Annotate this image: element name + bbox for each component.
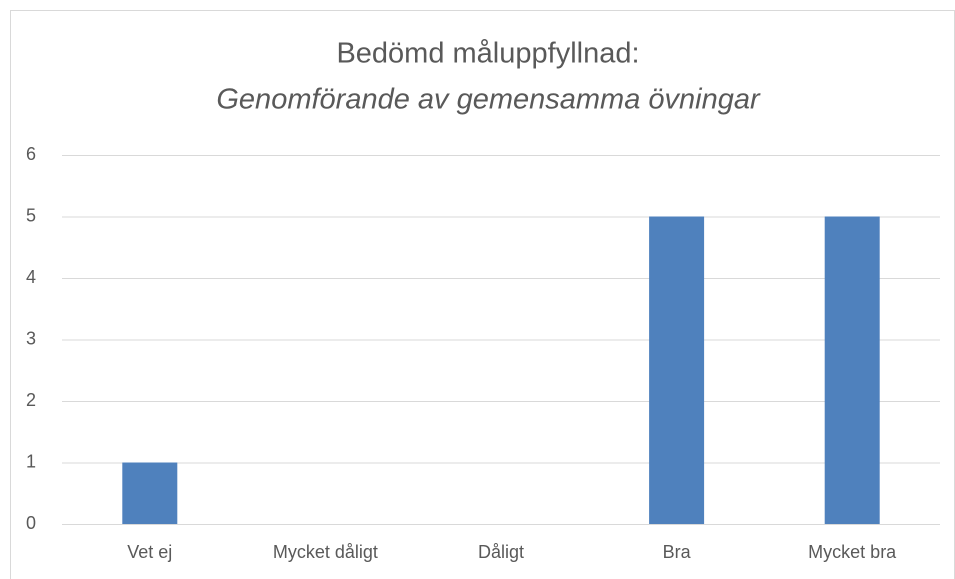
bar	[824, 216, 880, 524]
x-tick-label: Dåligt	[478, 542, 524, 562]
chart-subtitle: Genomförande av gemensamma övningar	[216, 84, 761, 116]
y-tick-label: 4	[26, 267, 36, 287]
y-tick-label: 5	[26, 205, 36, 225]
y-tick-label: 3	[26, 328, 36, 348]
y-tick-label: 6	[26, 144, 36, 164]
y-tick-label: 1	[26, 451, 36, 471]
x-tick-label: Mycket bra	[808, 542, 897, 562]
x-tick-label: Bra	[663, 542, 692, 562]
chart-title: Bedömd måluppfyllnad:	[336, 38, 639, 70]
x-tick-label: Mycket dåligt	[273, 542, 378, 562]
x-tick-label: Vet ej	[127, 542, 172, 562]
y-tick-label: 2	[26, 390, 36, 410]
bar	[122, 462, 178, 524]
y-tick-label: 0	[26, 513, 36, 533]
bar	[649, 216, 705, 524]
